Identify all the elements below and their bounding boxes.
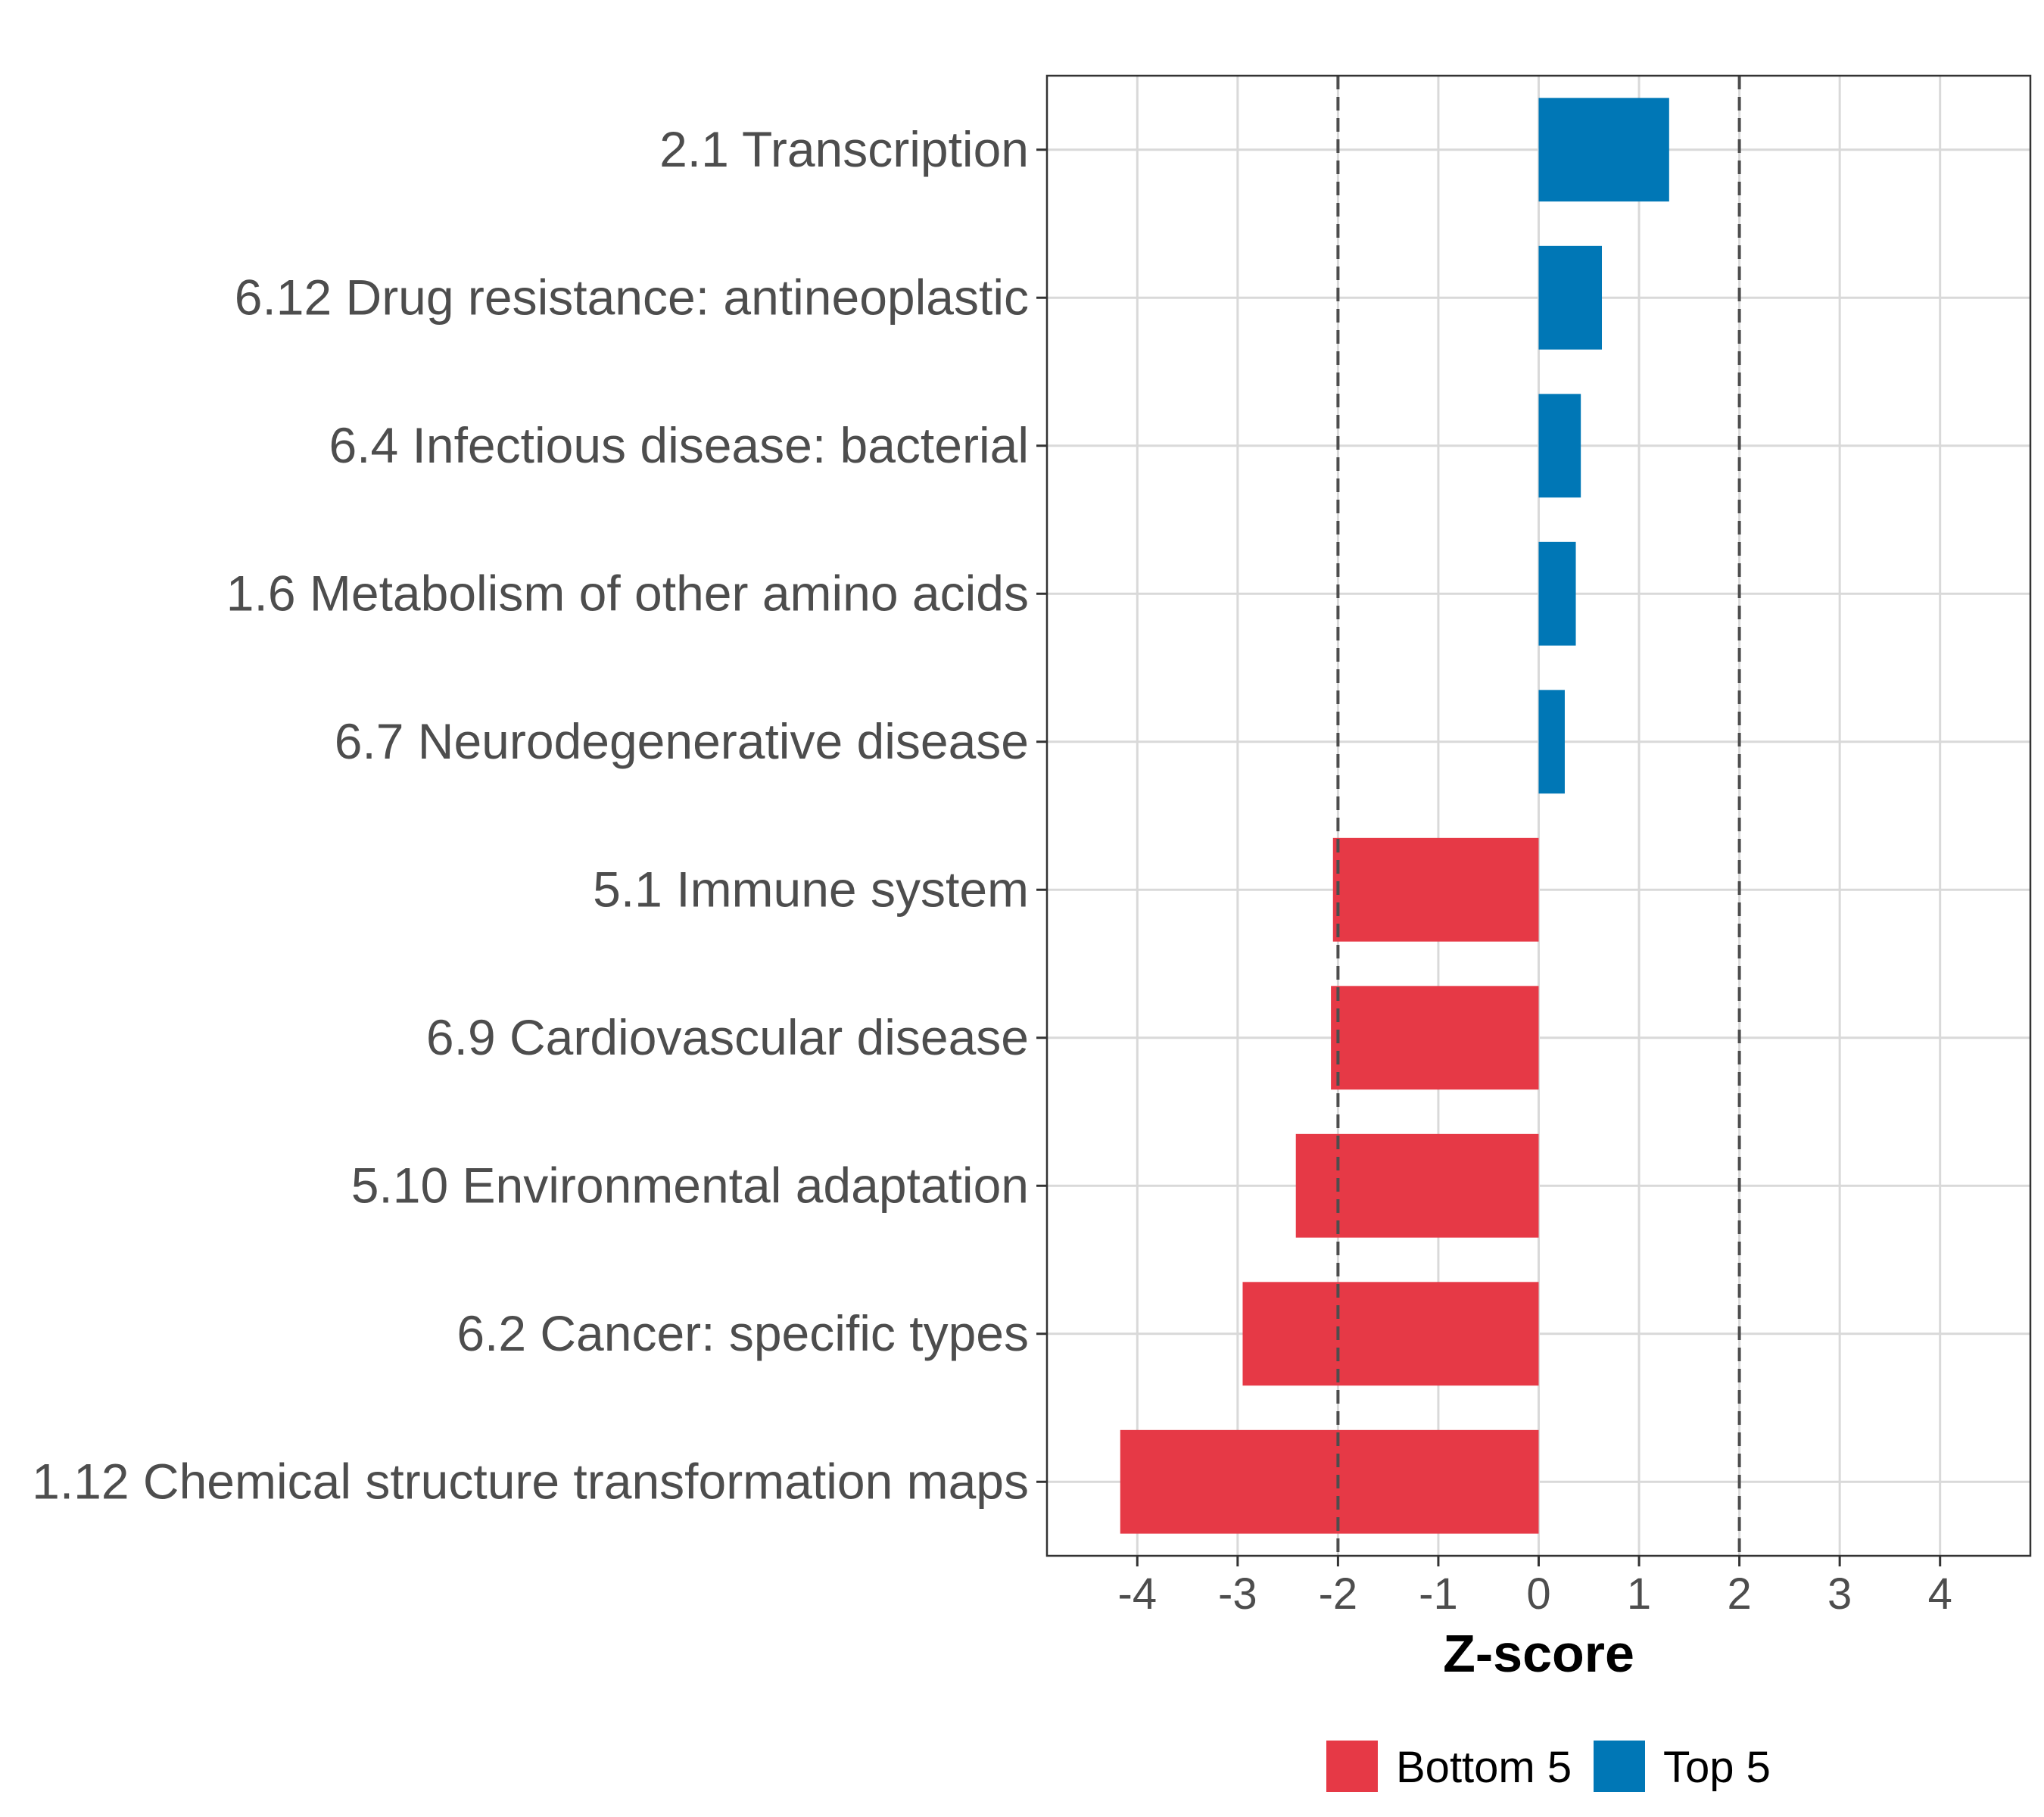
y-label-1-6-metabolism-of-other-amino-acids: 1.6 Metabolism of other amino acids bbox=[226, 565, 1029, 621]
y-axis-ticks bbox=[1036, 148, 1047, 1483]
bars bbox=[1120, 98, 1669, 1534]
bar-5-10-environmental-adaptation bbox=[1295, 1133, 1539, 1238]
legend: Bottom 5 Top 5 bbox=[1326, 1741, 1771, 1792]
legend-swatch-bottom-5 bbox=[1326, 1741, 1378, 1792]
bar-6-7-neurodegenerative-disease bbox=[1538, 690, 1565, 794]
y-label-5-1-immune-system: 5.1 Immune system bbox=[593, 861, 1029, 917]
y-label-2-1-transcription: 2.1 Transcription bbox=[659, 121, 1029, 177]
legend-swatch-top-5 bbox=[1594, 1741, 1645, 1792]
x-tick-label-4: -4 bbox=[1118, 1569, 1158, 1619]
bar-5-1-immune-system bbox=[1332, 837, 1539, 942]
y-label-6-12-drug-resistance-antineoplastic: 6.12 Drug resistance: antineoplastic bbox=[235, 269, 1029, 325]
bar-6-4-infectious-disease-bacterial bbox=[1538, 394, 1581, 498]
y-label-6-2-cancer-specific-types: 6.2 Cancer: specific types bbox=[456, 1305, 1029, 1361]
bar-6-2-cancer-specific-types bbox=[1242, 1282, 1539, 1386]
bar-6-9-cardiovascular-disease bbox=[1331, 986, 1539, 1090]
x-tick-label-2: -2 bbox=[1319, 1569, 1358, 1619]
bar-1-12-chemical-structure-transformation-maps bbox=[1120, 1429, 1539, 1534]
x-tick-label-1: -1 bbox=[1419, 1569, 1458, 1619]
y-label-6-9-cardiovascular-disease: 6.9 Cardiovascular disease bbox=[426, 1009, 1029, 1065]
x-axis-title: Z-score bbox=[1443, 1624, 1634, 1683]
y-axis-labels: 2.1 Transcription 6.12 Drug resistance: a… bbox=[32, 121, 1029, 1510]
x-tick-label-2: 2 bbox=[1727, 1569, 1751, 1619]
legend-label-top-5: Top 5 bbox=[1663, 1743, 1771, 1792]
bar-2-1-transcription bbox=[1538, 98, 1669, 202]
y-label-1-12-chemical-structure-transformation-maps: 1.12 Chemical structure transformation m… bbox=[32, 1453, 1029, 1509]
x-axis-labels: -4 -3 -2 -1 0 1 2 3 4 bbox=[1118, 1569, 1952, 1619]
x-tick-label-3: -3 bbox=[1218, 1569, 1257, 1619]
bar-1-6-metabolism-of-other-amino-acids bbox=[1538, 541, 1576, 646]
x-tick-label-0: 0 bbox=[1526, 1569, 1550, 1619]
y-label-6-7-neurodegenerative-disease: 6.7 Neurodegenerative disease bbox=[335, 713, 1029, 769]
x-axis-ticks bbox=[1136, 1556, 1942, 1566]
legend-label-bottom-5: Bottom 5 bbox=[1396, 1743, 1572, 1792]
bar-6-12-drug-resistance-antineoplastic bbox=[1538, 245, 1603, 350]
y-label-5-10-environmental-adaptation: 5.10 Environmental adaptation bbox=[351, 1157, 1029, 1213]
x-tick-label-1: 1 bbox=[1627, 1569, 1651, 1619]
x-tick-label-3: 3 bbox=[1827, 1569, 1852, 1619]
reference-lines bbox=[1336, 76, 1741, 1556]
x-tick-label-4: 4 bbox=[1928, 1569, 1952, 1619]
y-label-6-4-infectious-disease-bacterial: 6.4 Infectious disease: bacterial bbox=[329, 417, 1029, 473]
